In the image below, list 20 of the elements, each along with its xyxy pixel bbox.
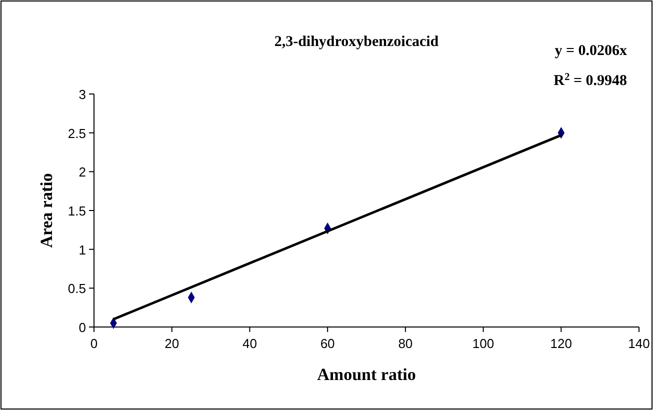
y-tick-label: 1: [78, 242, 86, 258]
y-tick-label: 2.5: [68, 126, 86, 141]
x-tick-label: 120: [550, 336, 572, 351]
text: y = 0.0206x: [554, 43, 628, 59]
chart-title: 2,3-dihydroxybenzoicacid: [274, 34, 440, 50]
x-tick-label: 80: [398, 336, 413, 351]
y-axis-title: Area ratio: [37, 173, 56, 248]
x-tick-label: 140: [628, 336, 650, 351]
x-tick-label: 60: [320, 336, 335, 351]
y-tick-label: 3: [78, 87, 86, 102]
x-axis-title: Amount ratio: [317, 365, 416, 384]
x-tick-label: 40: [242, 336, 257, 351]
y-tick-label: 0.5: [68, 281, 86, 296]
y-tick-label: 0: [78, 320, 86, 335]
x-tick-label: 0: [90, 336, 98, 351]
y-tick-label: 2: [78, 164, 86, 180]
y-tick-label: 1.5: [68, 204, 86, 218]
x-tick-label: 20: [164, 336, 180, 351]
text: R$^{2}$ = 0.9948: [554, 72, 627, 89]
x-tick-label: 100: [472, 336, 494, 351]
